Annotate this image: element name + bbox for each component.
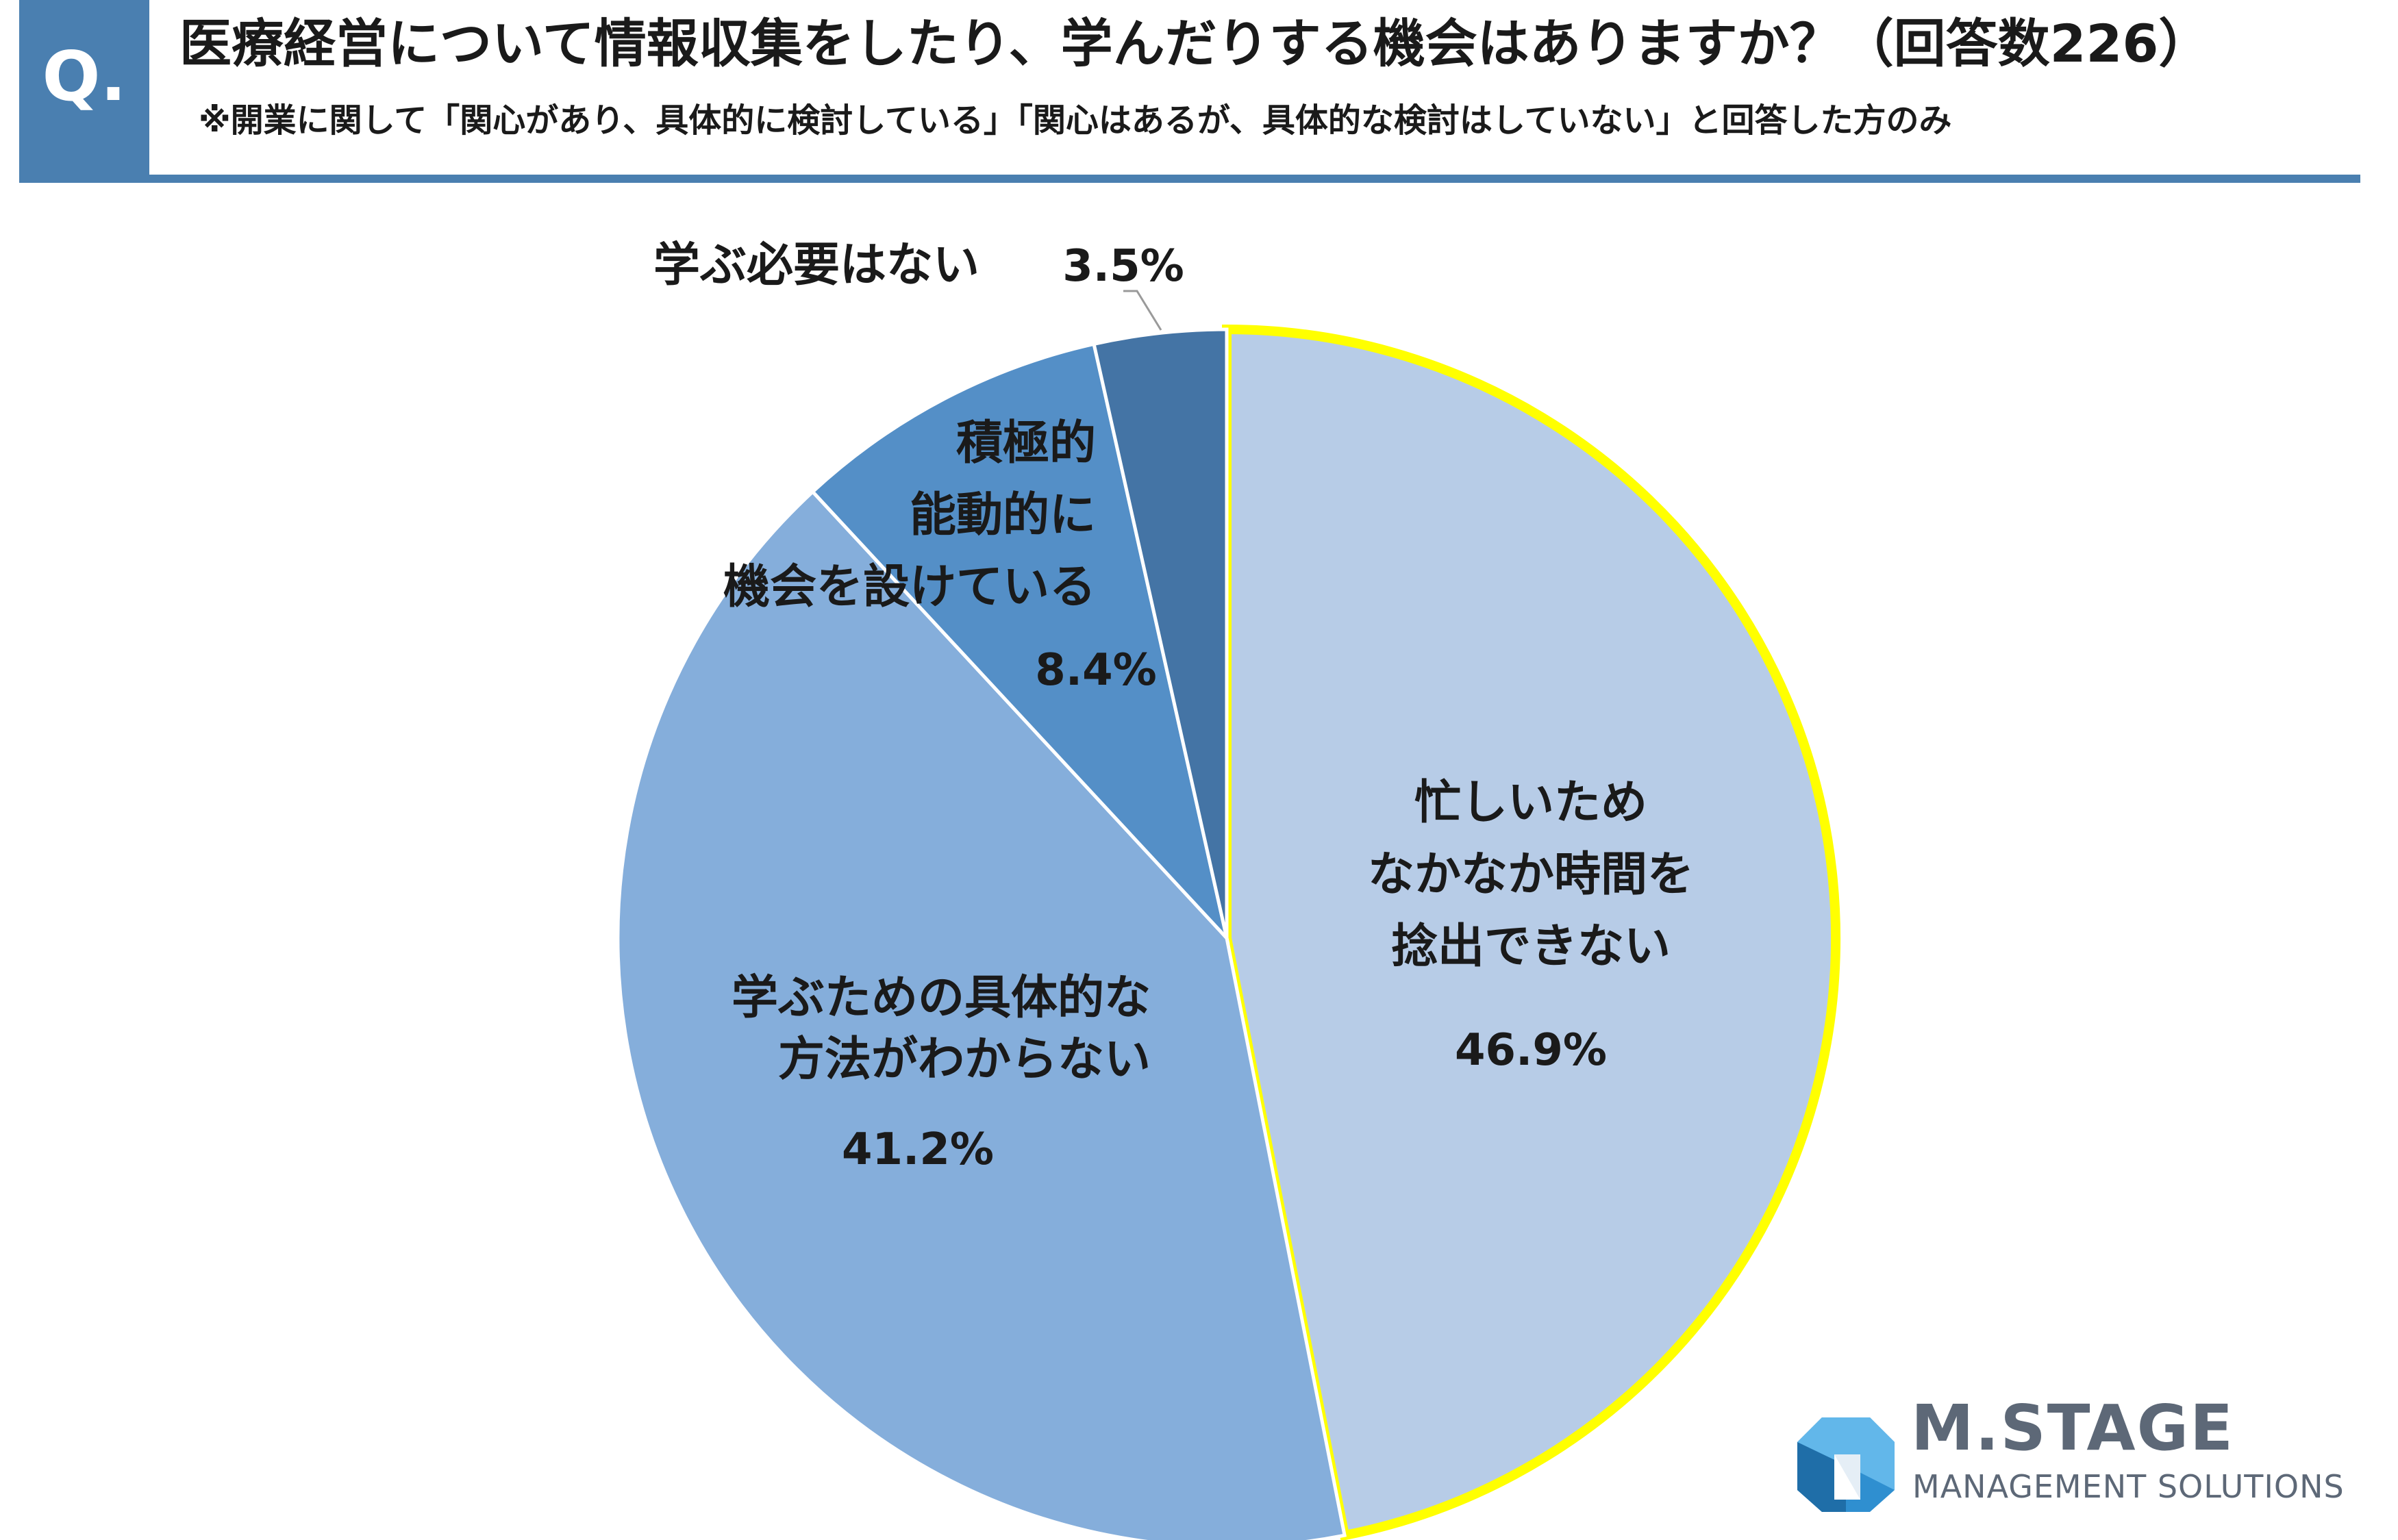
- slice-label-1-line-1: 方法がわからない: [778, 1033, 1151, 1087]
- logo-mark-icon: [1797, 1417, 1895, 1512]
- slice-label-2-line-0: 積極的: [956, 416, 1096, 470]
- slice-value-label-2: 8.4%: [1035, 645, 1157, 696]
- slice-label-0-line-0: 忙しいため: [1414, 776, 1647, 830]
- slice-label-2-line-2: 機会を設けている: [723, 560, 1096, 614]
- question-badge: Q.: [19, 0, 149, 177]
- slice-value-label-0: 46.9%: [1455, 1025, 1607, 1076]
- slice-label-3-line-0: 学ぶ必要はない: [653, 238, 979, 292]
- slice-label-0-line-2: 捻出できない: [1391, 920, 1671, 974]
- slice-value-label-3: 3.5%: [1062, 241, 1184, 292]
- logo-tagline: MANAGEMENT SOLUTIONS: [1912, 1468, 2345, 1505]
- page-title: 医療経営について情報収集をしたり、学んだりする機会はありますか？（回答数226）: [179, 13, 2211, 74]
- pie-slices: [616, 324, 1840, 1540]
- header-divider: [19, 175, 2360, 183]
- pie-slice-1: [616, 489, 1347, 1540]
- slice-label-2-line-1: 能動的に: [910, 488, 1096, 542]
- pie-slice-3: [1092, 327, 1229, 939]
- slice-label-1-line-0: 学ぶための具体的な: [732, 971, 1151, 1025]
- page-subtitle: ※開業に関して「関心があり、具体的に検討している」「関心はあるが、具体的な検討は…: [199, 101, 1952, 140]
- slice-value-label-1: 41.2%: [842, 1124, 994, 1175]
- question-label: Q.: [42, 36, 127, 116]
- pie-slice-highlight-0: [1222, 324, 1840, 1540]
- company-logo: M.STAGE MANAGEMENT SOLUTIONS: [1795, 1391, 2345, 1520]
- slice-leader-line-3: [1123, 290, 1162, 331]
- pie-slice-2: [810, 342, 1230, 944]
- logo-name: M.STAGE: [1911, 1391, 2234, 1465]
- slice-label-0-line-1: なかなか時間を: [1368, 848, 1694, 902]
